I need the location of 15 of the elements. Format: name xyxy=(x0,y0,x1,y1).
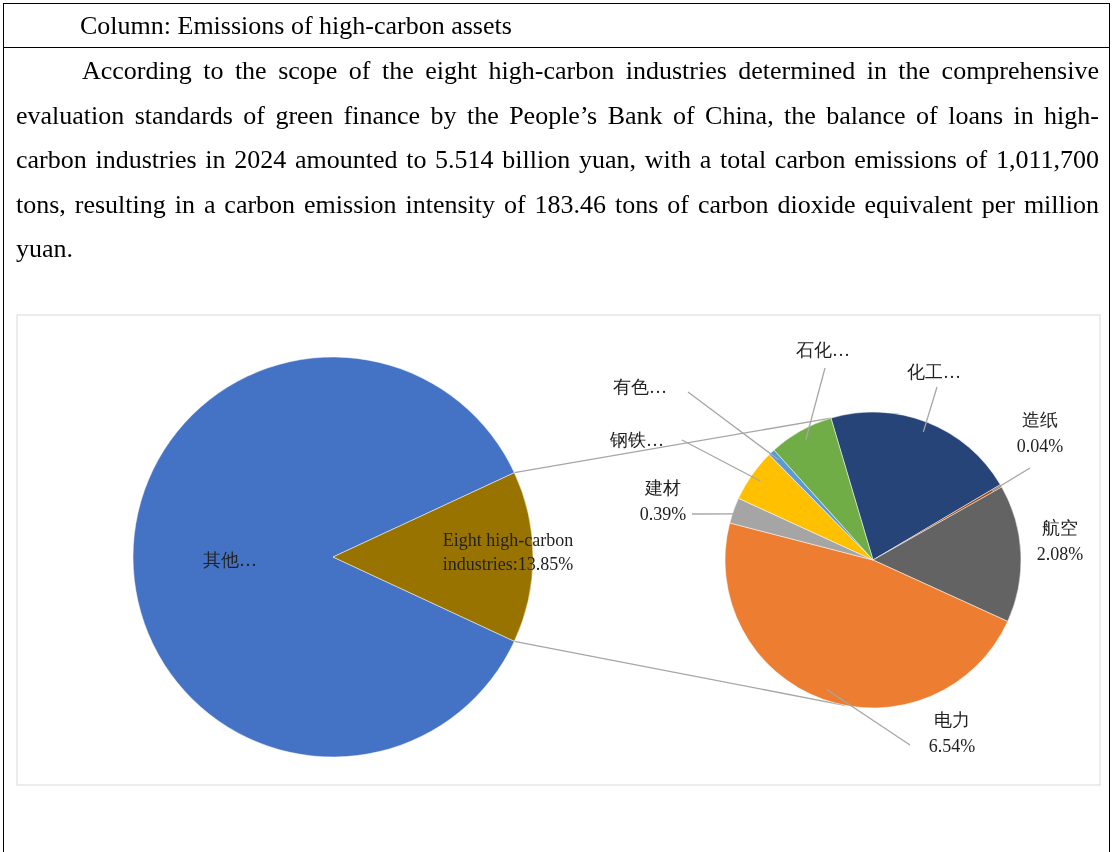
data-label: 6.54% xyxy=(928,735,976,756)
chart-subtitle: According to the scope of the eight high-carbon industries determined in the comprehensive evaluation standards of green finance by the People’s Bank of China, the balance of loans in high-carbon industries in 2024 amounted to 5.514 billion yuan, with a total carbon emissions of 1,011,700 tons, resulting in a carbon emission intensity of 183.46 tons of carbon dioxide equivalent per million yuan. xyxy=(15,55,1100,265)
slice-label: 有色… xyxy=(613,377,667,397)
data-label: 0.39% xyxy=(639,503,687,524)
data-label: 0.04% xyxy=(1016,435,1064,456)
slice-label: 电力 xyxy=(934,710,970,731)
slice-label: 其他… xyxy=(203,550,257,570)
chart-title: Column: Emissions of high-carbon assets xyxy=(4,4,1109,48)
slice-label: 航空 xyxy=(1042,518,1078,539)
slice-label: 造纸 xyxy=(1022,410,1058,431)
slice-label: 钢铁… xyxy=(609,430,664,450)
slice-label: 石化… xyxy=(796,340,850,360)
slice-label: 建材 xyxy=(644,478,681,499)
data-label: 2.08% xyxy=(1036,543,1084,564)
slice-label: 化工… xyxy=(907,362,961,382)
